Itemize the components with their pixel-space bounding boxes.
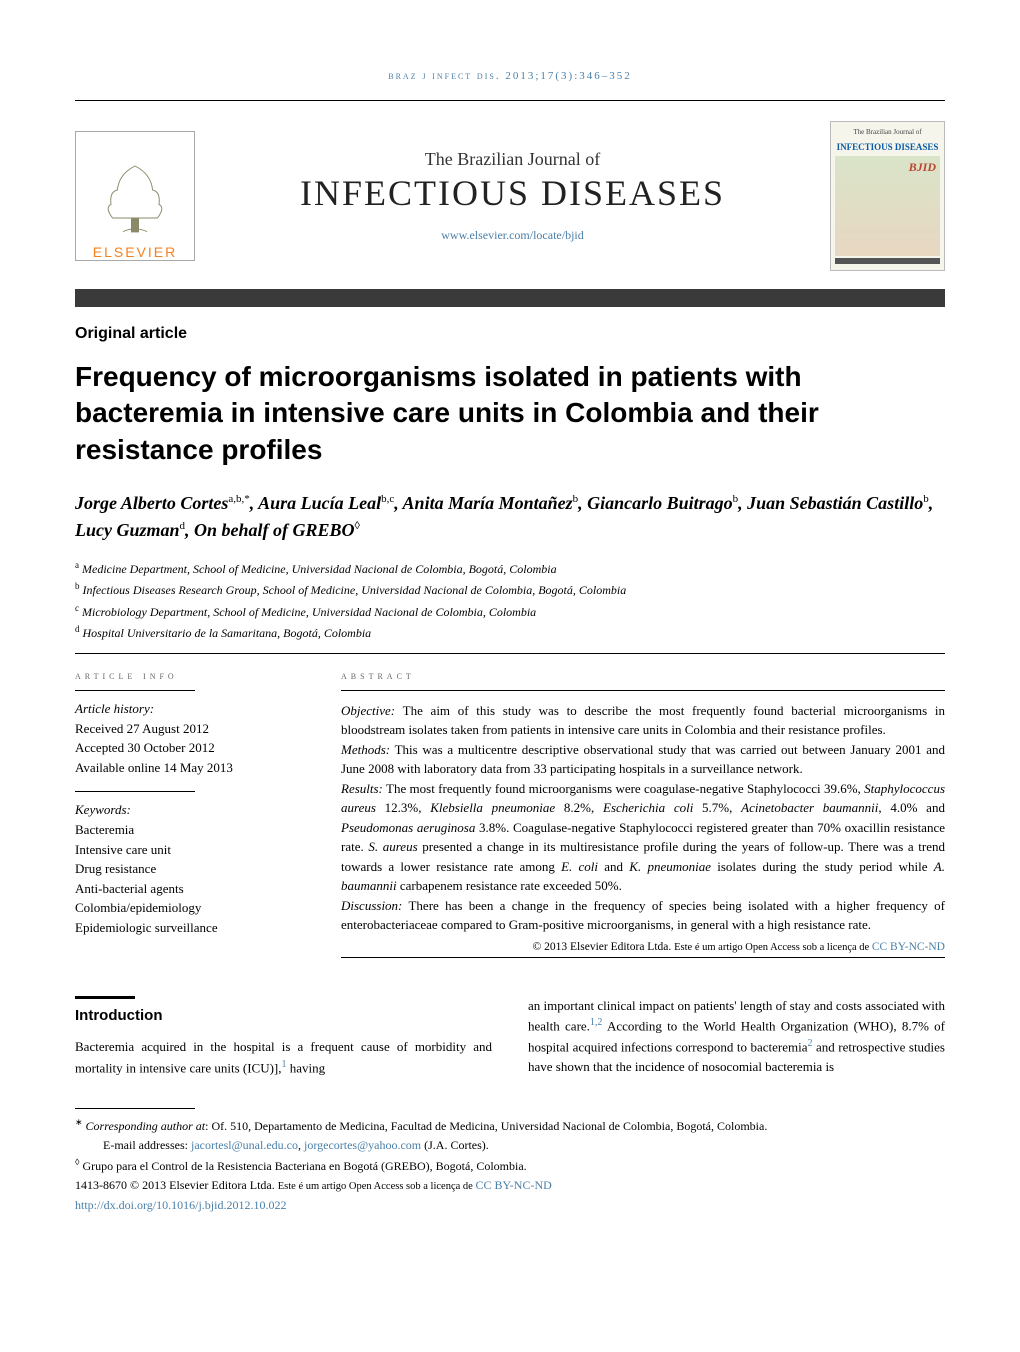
abstract-results: Results: The most frequently found micro… — [341, 779, 945, 896]
accepted-date: Accepted 30 October 2012 — [75, 738, 305, 758]
author-email-link[interactable]: jorgecortes@yahoo.com — [304, 1138, 421, 1152]
section-band — [75, 289, 945, 307]
doi-link[interactable]: http://dx.doi.org/10.1016/j.bjid.2012.10… — [75, 1198, 286, 1212]
journal-supertitle: The Brazilian Journal of — [217, 149, 808, 170]
affiliation: d Hospital Universitario de la Samaritan… — [75, 622, 945, 643]
article-title: Frequency of microorganisms isolated in … — [75, 359, 945, 468]
elsevier-tree-icon — [95, 158, 175, 238]
author-list: Jorge Alberto Cortesa,b,*, Aura Lucía Le… — [75, 490, 945, 544]
abstract-bottom-rule — [341, 957, 945, 958]
intro-text-right: an important clinical impact on patients… — [528, 996, 945, 1077]
footnotes: ∗ Corresponding author at: Of. 510, Depa… — [75, 1115, 945, 1216]
abstract-methods: Methods: This was a multicentre descript… — [341, 740, 945, 779]
keyword: Intensive care unit — [75, 840, 305, 860]
email-line: E-mail addresses: jacortesl@unal.edu.co,… — [75, 1136, 945, 1155]
running-head: braz j infect dis. 2013;17(3):346–352 — [75, 70, 945, 82]
section-label: Original article — [75, 325, 945, 343]
cc-license-link[interactable]: CC BY-NC-ND — [872, 941, 945, 953]
keyword: Drug resistance — [75, 859, 305, 879]
received-date: Received 27 August 2012 — [75, 719, 305, 739]
journal-homepage-link[interactable]: www.elsevier.com/locate/bjid — [217, 228, 808, 243]
info-rule — [75, 791, 195, 792]
issn-copyright-line: 1413-8670 © 2013 Elsevier Editora Ltda. … — [75, 1176, 945, 1196]
affiliation: c Microbiology Department, School of Med… — [75, 601, 945, 622]
masthead-center: The Brazilian Journal of INFECTIOUS DISE… — [217, 149, 808, 243]
abstract-copyright: © 2013 Elsevier Editora Ltda. Este é um … — [341, 941, 945, 953]
affiliation: b Infectious Diseases Research Group, Sc… — [75, 579, 945, 600]
footnote-rule — [75, 1108, 195, 1109]
abstract-objective: Objective: The aim of this study was to … — [341, 701, 945, 740]
intro-right-column: an important clinical impact on patients… — [528, 996, 945, 1078]
info-rule — [75, 690, 195, 691]
publisher-logo: ELSEVIER — [75, 131, 195, 261]
journal-title: INFECTIOUS DISEASES — [217, 172, 808, 214]
top-rule — [75, 100, 945, 101]
author-email-link[interactable]: jacortesl@unal.edu.co — [191, 1138, 298, 1152]
journal-cover-thumbnail: The Brazilian Journal of INFECTIOUS DISE… — [830, 121, 945, 271]
article-info-column: article info Article history: Received 2… — [75, 670, 305, 968]
intro-heading-rule — [75, 996, 135, 999]
intro-text-left: Bacteremia acquired in the hospital is a… — [75, 1037, 492, 1077]
abstract-discussion: Discussion: There has been a change in t… — [341, 896, 945, 935]
corresponding-author-note: ∗ Corresponding author at: Of. 510, Depa… — [75, 1115, 945, 1136]
cover-super: The Brazilian Journal of — [853, 128, 921, 136]
intro-left-column: Introduction Bacteremia acquired in the … — [75, 996, 492, 1078]
keyword: Epidemiologic surveillance — [75, 918, 305, 938]
grebo-note: ◊ Grupo para el Control de la Resistenci… — [75, 1155, 945, 1176]
cc-license-link[interactable]: CC BY-NC-ND — [475, 1178, 551, 1192]
publisher-name: ELSEVIER — [93, 244, 177, 260]
abstract-column: abstract Objective: The aim of this stud… — [341, 670, 945, 968]
cover-bottom-bar — [835, 258, 940, 264]
cover-bjid-badge: BJID — [909, 160, 936, 175]
article-info-head: article info — [75, 670, 305, 682]
affiliations: a Medicine Department, School of Medicin… — [75, 558, 945, 643]
online-date: Available online 14 May 2013 — [75, 758, 305, 778]
keyword: Anti-bacterial agents — [75, 879, 305, 899]
cover-title: INFECTIOUS DISEASES — [837, 142, 939, 152]
keywords-label: Keywords: — [75, 802, 305, 818]
introduction-heading: Introduction — [75, 1005, 492, 1028]
abstract-head: abstract — [341, 670, 945, 682]
masthead: ELSEVIER The Brazilian Journal of INFECT… — [75, 113, 945, 283]
keyword: Bacteremia — [75, 820, 305, 840]
divider — [75, 653, 945, 654]
affiliation: a Medicine Department, School of Medicin… — [75, 558, 945, 579]
abstract-rule — [341, 690, 945, 691]
cover-image: BJID — [835, 156, 940, 256]
keyword: Colombia/epidemiology — [75, 898, 305, 918]
history-label: Article history: — [75, 701, 305, 717]
